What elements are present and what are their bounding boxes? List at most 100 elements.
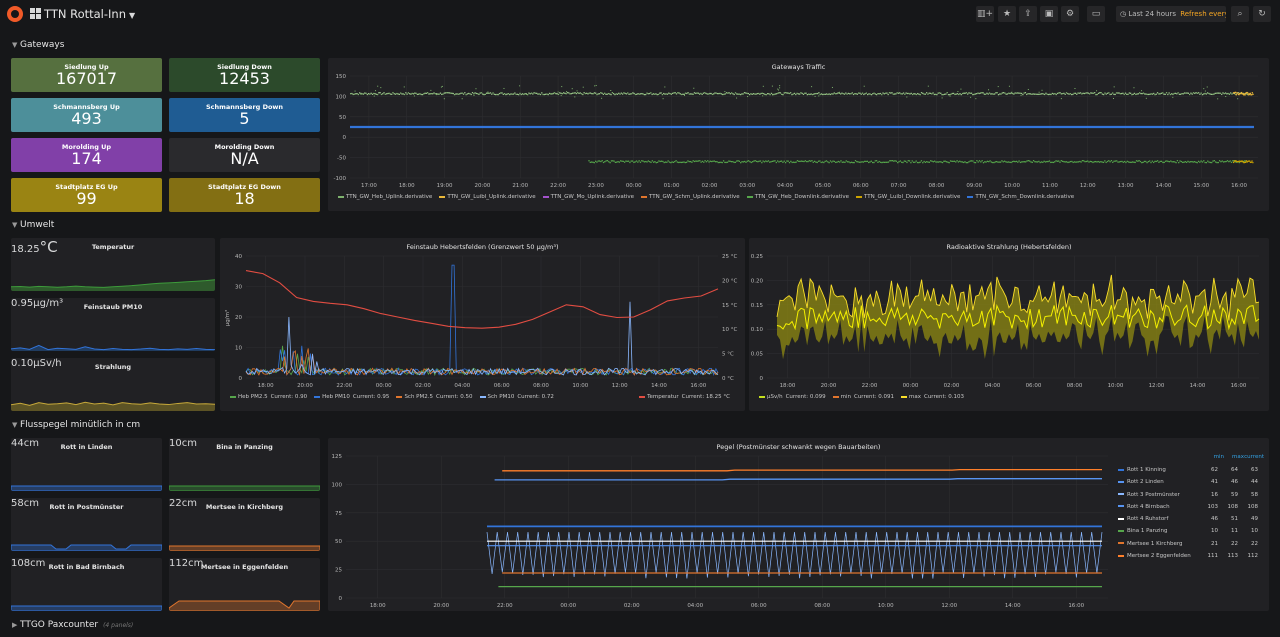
data-point bbox=[1226, 93, 1228, 95]
umwelt-stat-panel[interactable]: Temperatur 18.25°C bbox=[11, 238, 215, 291]
data-point bbox=[782, 94, 784, 96]
row-ttgo-paxcounter[interactable]: ▶ TTGO Paxcounter (4 panels) bbox=[12, 620, 133, 630]
data-point bbox=[388, 92, 390, 94]
flusspegel-stat-panel[interactable]: Rott in Linden 44cm bbox=[11, 438, 162, 491]
legend-row[interactable]: Rott 1 Kinning 62 64 63 bbox=[1118, 464, 1264, 476]
gateway-stat-panel[interactable]: Schmannsberg Down 5 bbox=[169, 98, 320, 132]
gateway-stat-panel[interactable]: Morolding Down N/A bbox=[169, 138, 320, 172]
data-point bbox=[1106, 160, 1109, 163]
legend-item[interactable]: TTN_GW_Schm_Uplink.derivative bbox=[641, 194, 740, 200]
umwelt-stat-panel[interactable]: Strahlung 0.10µSv/h bbox=[11, 358, 215, 411]
data-point bbox=[555, 92, 557, 95]
data-point bbox=[768, 93, 770, 95]
legend-row[interactable]: Mertsee 1 Kirchberg 21 22 22 bbox=[1118, 538, 1264, 550]
legend-column-max[interactable]: max bbox=[1232, 454, 1244, 460]
legend-item[interactable]: Sch PM10 Current: 0.72 bbox=[479, 394, 554, 400]
row-umwelt[interactable]: ▼ Umwelt bbox=[12, 220, 54, 230]
refresh-button[interactable]: ↻ bbox=[1253, 6, 1271, 22]
data-point bbox=[829, 93, 832, 96]
data-point bbox=[819, 93, 821, 96]
panel-pegel[interactable]: Pegel (Postmünster schwankt wegen Bauarb… bbox=[328, 438, 1269, 611]
legend-item[interactable]: min Current: 0.091 bbox=[832, 394, 894, 400]
y-tick-label: 75 bbox=[335, 511, 342, 517]
data-point bbox=[1017, 92, 1019, 94]
data-point bbox=[661, 93, 664, 96]
zoom-out-button[interactable]: ⌕ bbox=[1231, 6, 1249, 22]
legend-row[interactable]: Rott 3 Postmünster 16 59 58 bbox=[1118, 489, 1264, 501]
stat-value-wrap: 44cm bbox=[11, 438, 162, 449]
data-point bbox=[389, 93, 392, 95]
legend-item[interactable]: TTN_GW_Heb_Downlink.derivative bbox=[746, 194, 849, 200]
data-point bbox=[744, 160, 746, 163]
data-point bbox=[792, 93, 794, 95]
data-point bbox=[818, 95, 820, 97]
gateway-stat-panel[interactable]: Siedlung Up 167017 bbox=[11, 58, 162, 92]
legend-item[interactable]: TTN_GW_Heb_Uplink.derivative bbox=[338, 194, 432, 200]
legend-item[interactable]: max Current: 0.103 bbox=[901, 394, 964, 400]
data-point bbox=[1083, 92, 1086, 95]
flusspegel-stat-panel[interactable]: Rott in Bad Birnbach 108cm bbox=[11, 558, 162, 611]
legend-item[interactable]: TTN_GW_Schm_Downlink.derivative bbox=[967, 194, 1074, 200]
flusspegel-stat-panel[interactable]: Bina in Panzing 10cm bbox=[169, 438, 320, 491]
legend-row[interactable]: Rott 2 Linden 41 46 44 bbox=[1118, 476, 1264, 488]
data-point bbox=[773, 160, 775, 162]
gateway-stat-panel[interactable]: Siedlung Down 12453 bbox=[169, 58, 320, 92]
settings-button[interactable]: ⚙ bbox=[1061, 6, 1079, 22]
data-point bbox=[1097, 92, 1100, 95]
panel-gateways-traffic[interactable]: Gateways Traffic 150 100 50 0 -50 -100 17:00 18… bbox=[328, 58, 1269, 211]
legend-item[interactable]: Sch PM2.5 Current: 0.50 bbox=[396, 394, 473, 400]
data-point bbox=[992, 161, 994, 164]
flusspegel-stat-panel[interactable]: Rott in Postmünster 58cm bbox=[11, 498, 162, 551]
data-point bbox=[978, 92, 980, 95]
flusspegel-stat-panel[interactable]: Mertsee in Kirchberg 22cm bbox=[169, 498, 320, 551]
data-point bbox=[720, 93, 723, 95]
legend-item[interactable]: Heb PM10 Current: 0.95 bbox=[314, 394, 389, 400]
time-picker[interactable]: ◷ Last 24 hours Refresh every 10s bbox=[1116, 6, 1226, 22]
data-point bbox=[939, 161, 941, 163]
data-point bbox=[1233, 92, 1235, 94]
data-point bbox=[958, 93, 960, 96]
legend-row[interactable]: Mertsee 2 Eggenfelden 111 113 112 bbox=[1118, 550, 1264, 562]
x-tick-label: 16:00 bbox=[1231, 383, 1247, 389]
gateway-stat-panel[interactable]: Schmannsberg Up 493 bbox=[11, 98, 162, 132]
legend-item[interactable]: TTN_GW_Luibl_Downlink.derivative bbox=[856, 194, 960, 200]
tv-mode-button[interactable]: ▭ bbox=[1087, 6, 1105, 22]
x-tick-label: 12:00 bbox=[1080, 183, 1096, 189]
legend-item[interactable]: TTN_GW_Luibl_Uplink.derivative bbox=[439, 194, 536, 200]
dashboard-title[interactable]: TTN Rottal-Inn ▼ bbox=[44, 7, 136, 21]
data-point bbox=[961, 92, 964, 95]
data-point bbox=[1126, 93, 1128, 95]
gateway-stat-panel[interactable]: Stadtplatz EG Down 18 bbox=[169, 178, 320, 212]
data-point bbox=[471, 91, 474, 94]
flusspegel-stat-panel[interactable]: Mertsee in Eggenfelden 112cm bbox=[169, 558, 320, 611]
star-button[interactable]: ★ bbox=[998, 6, 1016, 22]
dashboards-grid-icon[interactable] bbox=[30, 8, 41, 19]
legend-row[interactable]: Rott 4 Ruhstorf 46 51 49 bbox=[1118, 513, 1264, 525]
legend-row[interactable]: Rott 4 Birnbach 103 108 108 bbox=[1118, 501, 1264, 513]
data-point bbox=[606, 93, 608, 95]
save-button[interactable]: ▣ bbox=[1040, 6, 1058, 22]
data-point bbox=[854, 160, 857, 162]
legend-column-current[interactable]: current bbox=[1244, 454, 1264, 460]
value-line bbox=[776, 303, 1260, 331]
gateway-stat-panel[interactable]: Morolding Up 174 bbox=[11, 138, 162, 172]
row-gateways[interactable]: ▼ Gateways bbox=[12, 40, 64, 50]
legend-item[interactable]: µSv/h Current: 0.099 bbox=[759, 394, 826, 400]
legend-row[interactable]: Bina 1 Panzing 10 11 10 bbox=[1118, 525, 1264, 537]
legend-item[interactable]: Temperatur Current: 18.25 °C bbox=[639, 394, 730, 400]
panel-feinstaub[interactable]: Feinstaub Hebertsfelden (Grenzwert 50 µg… bbox=[220, 238, 745, 411]
panel-strahlung[interactable]: Radioaktive Strahlung (Hebertsfelden) 0.… bbox=[749, 238, 1269, 411]
legend-item[interactable]: TTN_GW_Mo_Uplink.derivative bbox=[542, 194, 634, 200]
data-point bbox=[512, 93, 515, 95]
x-tick-label: 22:00 bbox=[497, 603, 513, 609]
add-panel-button[interactable]: ▥+ bbox=[976, 6, 994, 22]
gateway-stat-panel[interactable]: Stadtplatz EG Up 99 bbox=[11, 178, 162, 212]
grafana-logo-icon[interactable] bbox=[7, 6, 23, 22]
share-button[interactable]: ⇪ bbox=[1019, 6, 1037, 22]
legend-item[interactable]: Heb PM2.5 Current: 0.90 bbox=[230, 394, 307, 400]
legend-column-min[interactable]: min bbox=[1213, 454, 1224, 460]
row-flusspegel[interactable]: ▼ Flusspegel minütlich in cm bbox=[12, 420, 140, 430]
umwelt-stat-panel[interactable]: Feinstaub PM10 0.95µg/m³ bbox=[11, 298, 215, 351]
stat-value-wrap: 108cm bbox=[11, 558, 162, 569]
data-point bbox=[937, 161, 940, 163]
